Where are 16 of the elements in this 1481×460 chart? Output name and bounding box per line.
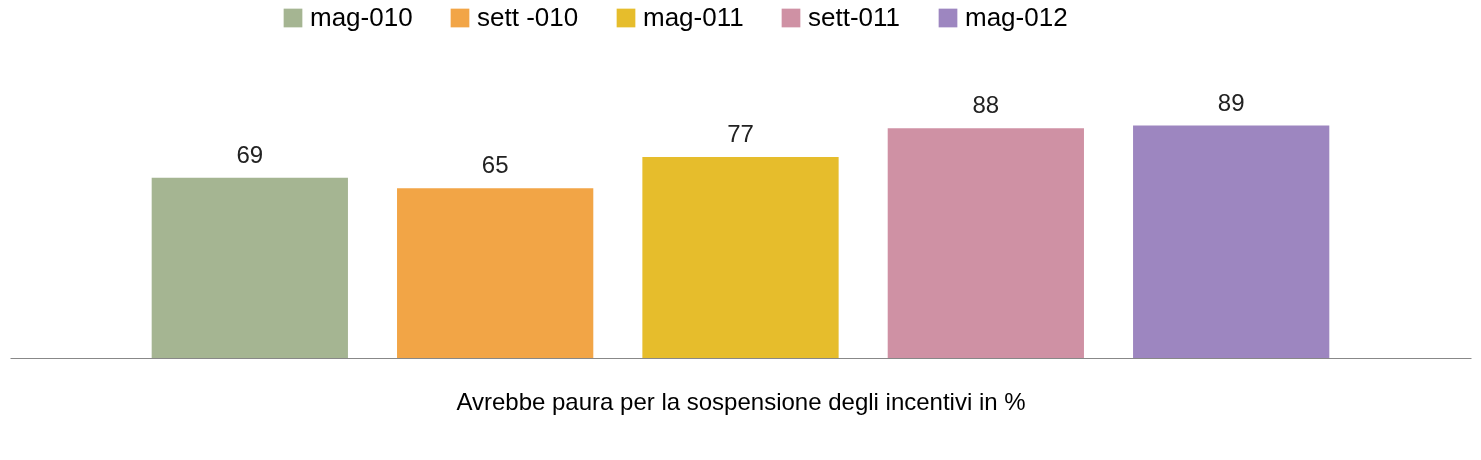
legend-label: sett-011 [808, 2, 901, 32]
bar [1133, 125, 1330, 358]
legend-label: mag-012 [965, 2, 1068, 32]
x-axis-title: Avrebbe paura per la sospensione degli incentivi in % [456, 387, 1026, 415]
data-label: 77 [727, 119, 754, 147]
bar [887, 128, 1084, 358]
legend-label: mag-011 [643, 2, 744, 32]
data-label: 88 [972, 91, 1000, 119]
data-label: 65 [481, 151, 509, 179]
bar [397, 188, 594, 358]
legend-label: sett -010 [477, 2, 579, 32]
bar [151, 177, 348, 358]
data-label: 69 [236, 140, 264, 168]
bar [642, 156, 839, 358]
legend-label: mag-010 [310, 2, 413, 32]
data-label: 89 [1217, 88, 1245, 116]
